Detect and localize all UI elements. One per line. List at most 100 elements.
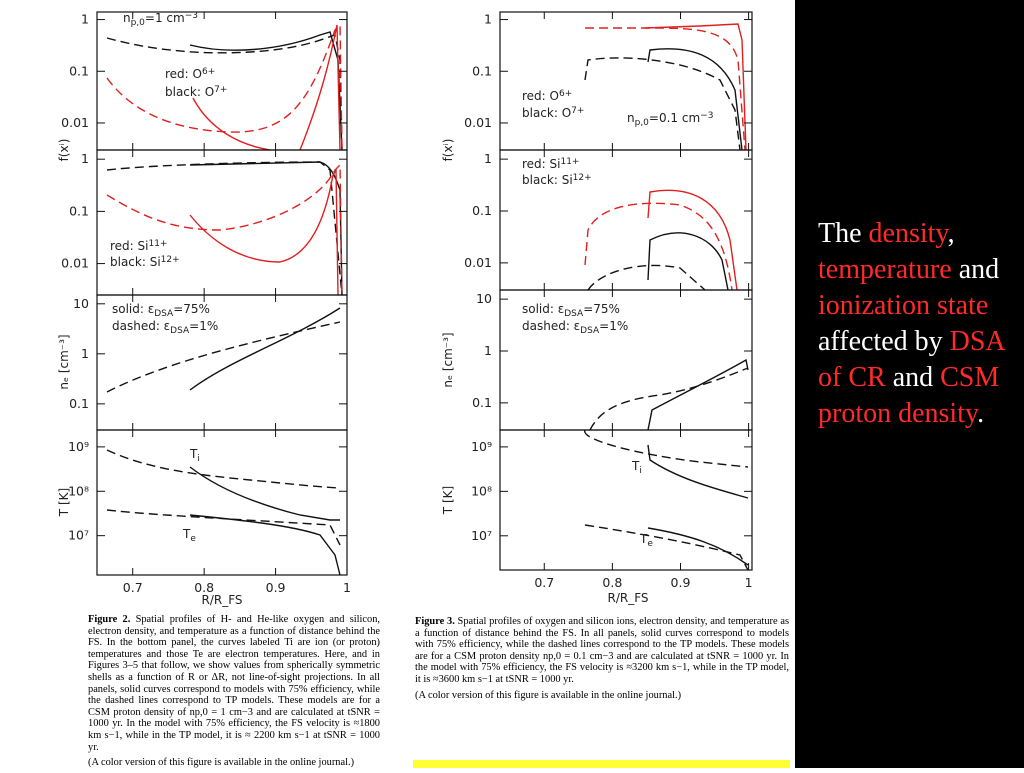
annotation: Ti xyxy=(189,447,200,464)
slide-text: The density, temperature and ionization … xyxy=(818,216,1018,432)
side-panel xyxy=(795,0,1024,768)
annotation-part: red: O xyxy=(165,67,202,81)
annotation: dashed: εDSA=1% xyxy=(112,319,218,336)
x-tick-label: 1 xyxy=(343,580,351,595)
highlighted-text: DSA of CR xyxy=(818,326,1012,393)
x-axis-label: R/R_FS xyxy=(607,591,648,605)
annotation-part: DSA xyxy=(170,326,190,336)
annotation: np,0=1 cm−3 xyxy=(123,11,198,28)
y-tick-label: 0.01 xyxy=(464,115,492,130)
annotation-part: =1% xyxy=(189,319,218,333)
text: . xyxy=(977,398,985,429)
annotation-part: DSA xyxy=(154,309,174,319)
x-tick-label: 0.7 xyxy=(123,580,143,595)
annotation: np,0=0.1 cm−3 xyxy=(627,111,713,128)
y-tick-label: 0.1 xyxy=(69,63,89,78)
x-tick-label: 0.9 xyxy=(671,575,691,590)
y-tick-label: 1 xyxy=(484,12,492,27)
annotation: red: Si11+ xyxy=(110,239,167,253)
y-tick-label: 0.1 xyxy=(472,203,492,218)
annotation-part: 7+ xyxy=(214,85,227,95)
annotation: Te xyxy=(182,527,196,544)
y-axis-label: T [K] xyxy=(57,488,71,517)
annotation-part: i xyxy=(197,454,200,464)
annotation-part: T xyxy=(189,447,198,461)
text: , xyxy=(947,218,962,249)
y-tick-label: 10⁷ xyxy=(471,528,492,543)
annotation: red: Si11+ xyxy=(522,157,579,171)
annotation: solid: εDSA=75% xyxy=(112,302,210,319)
x-tick-label: 0.8 xyxy=(194,580,214,595)
figure: 1 0.1 0.01 np,0=1 cm−3 red: O6+ black: O7+ 1 0.… xyxy=(57,11,351,607)
y-tick-label: 0.01 xyxy=(61,256,89,271)
annotation: Te xyxy=(639,532,653,549)
annotation: black: Si12+ xyxy=(110,255,180,269)
y-tick-label: 0.1 xyxy=(69,203,89,218)
annotation-part: black: O xyxy=(522,106,571,120)
text: affected by xyxy=(818,290,996,357)
text: and xyxy=(951,254,1007,285)
y-tick-label: 0.1 xyxy=(69,396,89,411)
y-tick-label: 10⁹ xyxy=(68,439,89,454)
annotation-part: =1 cm xyxy=(145,11,185,25)
annotation-part: −3 xyxy=(700,111,713,121)
annotation-part: i xyxy=(639,466,642,476)
annotation-part: 12+ xyxy=(573,173,592,183)
annotation-part: p,0 xyxy=(635,118,650,128)
annotation-part: =1% xyxy=(599,319,628,333)
annotation-part: n xyxy=(627,111,635,125)
y-axis-label: nₑ [cm⁻³] xyxy=(441,332,455,387)
caption-text: Spatial profiles of H- and He-like oxyge… xyxy=(88,614,380,753)
annotation-part: black: Si xyxy=(110,255,161,269)
y-tick-label: 0.1 xyxy=(472,395,492,410)
figure-3-curves xyxy=(584,23,749,571)
annotation-part: =0.1 cm xyxy=(649,111,700,125)
x-axis-label: R/R_FS xyxy=(201,593,242,607)
annotation-part: 11+ xyxy=(148,239,167,249)
y-axis-label: f(xⁱ) xyxy=(57,139,71,162)
annotation-part: red: Si xyxy=(522,157,560,171)
annotation-part: 12+ xyxy=(161,255,180,265)
annotation-part: e xyxy=(190,534,196,544)
annotation-part: T xyxy=(631,459,640,473)
annotation: black: Si12+ xyxy=(522,173,592,187)
highlighted-text: ionization state xyxy=(818,290,989,321)
x-tick-label: 0.8 xyxy=(602,575,622,590)
annotation: Ti xyxy=(631,459,642,476)
x-tick-label: 0.7 xyxy=(534,575,554,590)
y-tick-label: 1 xyxy=(81,151,89,166)
page-bg xyxy=(0,0,795,768)
highlight-bar xyxy=(413,760,790,768)
annotation-part: black: O xyxy=(165,85,214,99)
annotation: solid: εDSA=75% xyxy=(522,302,620,319)
annotation: red: O6+ xyxy=(522,89,572,103)
highlighted-text: CSM proton density xyxy=(818,362,1007,429)
x-tick-label: 1 xyxy=(745,575,753,590)
y-tick-label: 10 xyxy=(476,291,492,306)
figure: 1 0.1 0.01 red: O6+ black: O7+ np,0=0.1 cm−3 1… xyxy=(441,11,753,605)
y-tick-label: 0.01 xyxy=(61,115,89,130)
y-tick-label: 10⁹ xyxy=(471,439,492,454)
annotation: red: O6+ xyxy=(165,67,215,81)
caption-figure-2: Figure 2. Spatial profiles of H- and He-… xyxy=(88,614,380,773)
y-tick-label: 10 xyxy=(73,296,89,311)
annotation-part: n xyxy=(123,11,131,25)
caption-note: (A color version of this figure is avail… xyxy=(415,689,682,701)
y-tick-label: 10⁸ xyxy=(471,483,492,498)
annotation-part: red: O xyxy=(522,89,559,103)
annotation-part: solid: ε xyxy=(112,302,154,316)
annotation-part: e xyxy=(647,539,653,549)
caption-label: Figure 2. xyxy=(88,614,131,625)
annotation-part: 7+ xyxy=(571,106,584,116)
annotation-part: p,0 xyxy=(131,18,146,28)
panel-frame xyxy=(96,429,348,576)
highlighted-text: temperature xyxy=(818,254,952,285)
y-axis-label: f(xⁱ) xyxy=(441,139,455,162)
y-axis-label: nₑ [cm⁻³] xyxy=(57,334,71,389)
panel-frame xyxy=(499,429,753,571)
annotation-part: black: Si xyxy=(522,173,573,187)
highlighted-text: density xyxy=(868,218,948,249)
y-tick-label: 1 xyxy=(81,346,89,361)
